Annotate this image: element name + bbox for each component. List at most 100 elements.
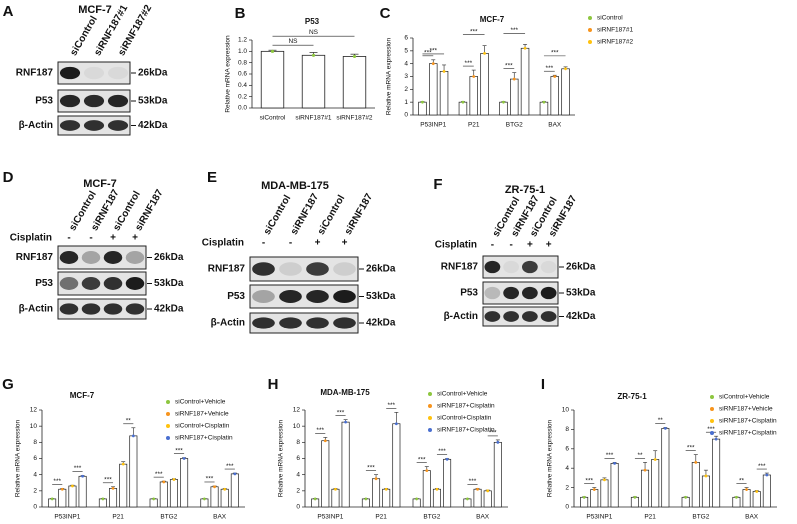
bar [600, 479, 609, 508]
kda-label: 26kDa [366, 264, 396, 275]
significance-label: *** [226, 463, 234, 470]
bar [493, 441, 502, 508]
data-point [582, 495, 586, 499]
data-point [111, 487, 115, 490]
data-point [603, 478, 606, 482]
kda-label: 26kDa [566, 262, 596, 273]
protein-label: β-Actin [444, 311, 478, 322]
bar [701, 475, 710, 508]
data-point [421, 100, 424, 104]
treatment-sign: + [315, 238, 321, 249]
significance-label: *** [316, 427, 324, 434]
y-tick-label: 10 [30, 423, 38, 430]
protein-label: RNF187 [16, 68, 54, 79]
data-point [270, 49, 275, 53]
data-point [564, 67, 567, 71]
band [107, 94, 129, 108]
significance-label: NS [309, 29, 319, 36]
bar [661, 428, 670, 508]
panel-letter: D [3, 169, 14, 186]
x-tick-label: BTG2 [423, 514, 440, 521]
band [540, 311, 557, 322]
y-tick-label: 6 [296, 455, 300, 462]
y-tick-label: 0.6 [238, 71, 247, 78]
band [103, 277, 123, 290]
chart-title: ZR-75-1 [617, 392, 647, 401]
band [333, 317, 356, 329]
data-point [162, 480, 166, 484]
band [333, 262, 356, 276]
data-point [323, 439, 327, 443]
legend-marker [710, 407, 714, 411]
x-tick-label: siRNF187#1 [295, 115, 332, 122]
band [103, 303, 123, 315]
bar [58, 488, 67, 508]
data-point [384, 487, 388, 491]
y-tick-label: 0 [296, 504, 300, 511]
significance-label: *** [505, 62, 513, 69]
data-point [684, 495, 688, 499]
data-point [352, 54, 357, 59]
data-point [364, 497, 368, 501]
y-tick-label: 0.4 [238, 82, 247, 89]
bar [301, 54, 326, 109]
y-tick-label: 12 [30, 407, 38, 414]
bar [432, 488, 441, 508]
band [125, 277, 145, 290]
panel-letter: F [433, 176, 442, 193]
band [125, 251, 145, 264]
protein-label: P53 [460, 288, 478, 299]
data-point [512, 77, 516, 81]
kda-label: 53kDa [138, 96, 168, 107]
bar [392, 423, 401, 508]
bar [382, 488, 391, 508]
legend-label: siRNF187+Vehicle [175, 411, 229, 418]
data-point [553, 75, 557, 78]
bar [458, 101, 468, 116]
bar [210, 486, 219, 508]
blot-title: MDA-MB-175 [261, 180, 329, 192]
significance-label: *** [175, 447, 183, 454]
legend-marker [166, 412, 170, 416]
legend-label: siRNF187#2 [597, 39, 634, 46]
y-tick-label: 10 [293, 423, 301, 430]
band [503, 286, 519, 300]
protein-label: P53 [35, 278, 53, 289]
significance-label: ** [126, 418, 132, 425]
legend-marker [588, 16, 592, 20]
band [484, 286, 501, 300]
treatment-sign: - [262, 238, 265, 249]
panel-letter: E [207, 169, 217, 186]
y-tick-label: 2 [565, 484, 569, 491]
bar [372, 478, 381, 508]
bar [641, 469, 650, 508]
bar [341, 421, 350, 508]
bar [159, 481, 168, 508]
data-point [172, 478, 176, 481]
band [59, 94, 81, 108]
band [59, 251, 79, 264]
band [83, 120, 105, 131]
bar [331, 488, 340, 508]
bar [732, 496, 741, 508]
treatment-sign: - [67, 233, 70, 244]
data-point [483, 52, 486, 55]
data-point [374, 477, 378, 481]
kda-label: 26kDa [138, 68, 168, 79]
y-tick-label: 5 [404, 48, 408, 55]
y-axis-label: Relative mRNA expression [225, 35, 232, 113]
y-axis-label: Relative mRNA expression [278, 419, 285, 497]
data-point [486, 489, 490, 493]
data-point [435, 487, 439, 491]
band [252, 262, 275, 276]
treatment-sign: + [110, 233, 116, 244]
bar [68, 485, 77, 508]
data-point [755, 490, 759, 493]
blot-title: ZR-75-1 [505, 184, 545, 196]
protein-label: P53 [227, 291, 245, 302]
band [306, 290, 329, 303]
kda-label: 42kDa [154, 304, 184, 315]
data-point [81, 474, 84, 478]
bar [550, 76, 559, 116]
data-point [425, 469, 429, 473]
